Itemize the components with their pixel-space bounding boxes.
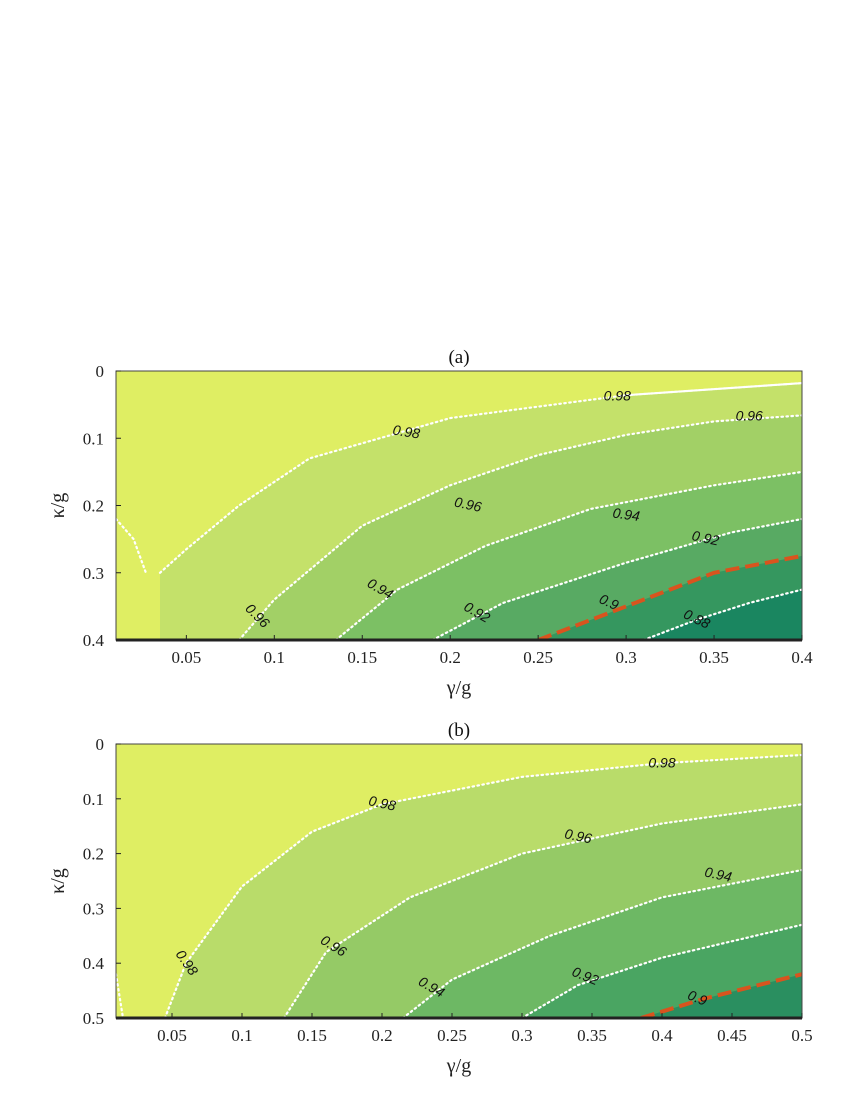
x-tick-label: 0.45 (717, 1026, 747, 1045)
x-tick-label: 0.35 (699, 648, 729, 667)
contour-label: 0.96 (453, 494, 483, 515)
panel-title: (b) (448, 720, 470, 741)
contour-line (401, 868, 802, 1018)
contour-label: 0.92 (691, 527, 721, 548)
y-tick-label: 0.1 (83, 790, 104, 809)
contour-line (642, 588, 802, 640)
y-tick-label: 0.1 (83, 429, 104, 448)
x-tick-label: 0.15 (347, 648, 377, 667)
x-tick-label: 0.1 (264, 648, 285, 667)
contour-line (116, 517, 147, 574)
x-tick-label: 0.05 (157, 1026, 187, 1045)
y-tick-label: 0.3 (83, 899, 104, 918)
contour-line (282, 803, 802, 1018)
y-tick-label: 0 (96, 735, 105, 754)
y-axis-label: κ/g (47, 868, 69, 894)
panel-title: (a) (448, 347, 469, 368)
panel-a: 0.980.980.960.960.960.940.940.920.920.90… (47, 347, 813, 699)
x-tick-label: 0.4 (651, 1026, 673, 1045)
x-tick-label: 0.2 (440, 648, 461, 667)
contour-line (163, 753, 802, 1018)
x-tick-label: 0.25 (523, 648, 553, 667)
x-tick-label: 0.25 (437, 1026, 467, 1045)
contour-label: 0.96 (736, 407, 763, 423)
y-tick-label: 0.2 (83, 497, 104, 516)
y-tick-label: 0 (96, 362, 105, 381)
contour-label: 0.96 (563, 825, 593, 846)
plot-area (116, 744, 802, 1018)
fill-region (643, 589, 802, 640)
y-tick-label: 0.3 (83, 564, 104, 583)
x-tick-label: 0.2 (371, 1026, 392, 1045)
x-axis-label: γ/g (446, 1055, 471, 1077)
contour-label: 0.94 (612, 504, 641, 524)
contour-line (625, 382, 802, 397)
plot-area (116, 371, 802, 640)
y-tick-label: 0.5 (83, 1009, 104, 1028)
contour-line-highlight (537, 553, 802, 640)
contour-line-highlight (640, 972, 802, 1018)
x-tick-label: 0.5 (791, 1026, 812, 1045)
contour-label: 0.98 (604, 387, 631, 403)
y-tick-label: 0.4 (83, 954, 105, 973)
x-tick-label: 0.15 (297, 1026, 327, 1045)
contour-line (334, 470, 802, 640)
contour-label: 0.94 (703, 864, 733, 885)
x-tick-label: 0.1 (231, 1026, 252, 1045)
x-tick-label: 0.35 (577, 1026, 607, 1045)
x-axis-label: γ/g (446, 677, 471, 699)
contour-label: 0.98 (392, 422, 422, 442)
panel-b: 0.980.980.980.960.960.940.940.920.90.05 0… (47, 720, 813, 1077)
x-tick-label: 0.4 (791, 648, 813, 667)
x-tick-label: 0.05 (171, 648, 201, 667)
y-tick-label: 0.2 (83, 845, 104, 864)
contour-line (238, 414, 802, 640)
contour-line (431, 517, 802, 640)
x-tick-label: 0.3 (615, 648, 636, 667)
contour-label: 0.9 (685, 987, 709, 1009)
contour-line (520, 923, 802, 1018)
contour-label: 0.9 (597, 590, 622, 613)
y-tick-label: 0.4 (83, 631, 105, 650)
contour-line (116, 973, 125, 1018)
y-axis-label: κ/g (47, 493, 69, 519)
x-tick-label: 0.3 (511, 1026, 532, 1045)
contour-label: 0.98 (367, 792, 397, 813)
contour-label: 0.98 (648, 754, 675, 770)
